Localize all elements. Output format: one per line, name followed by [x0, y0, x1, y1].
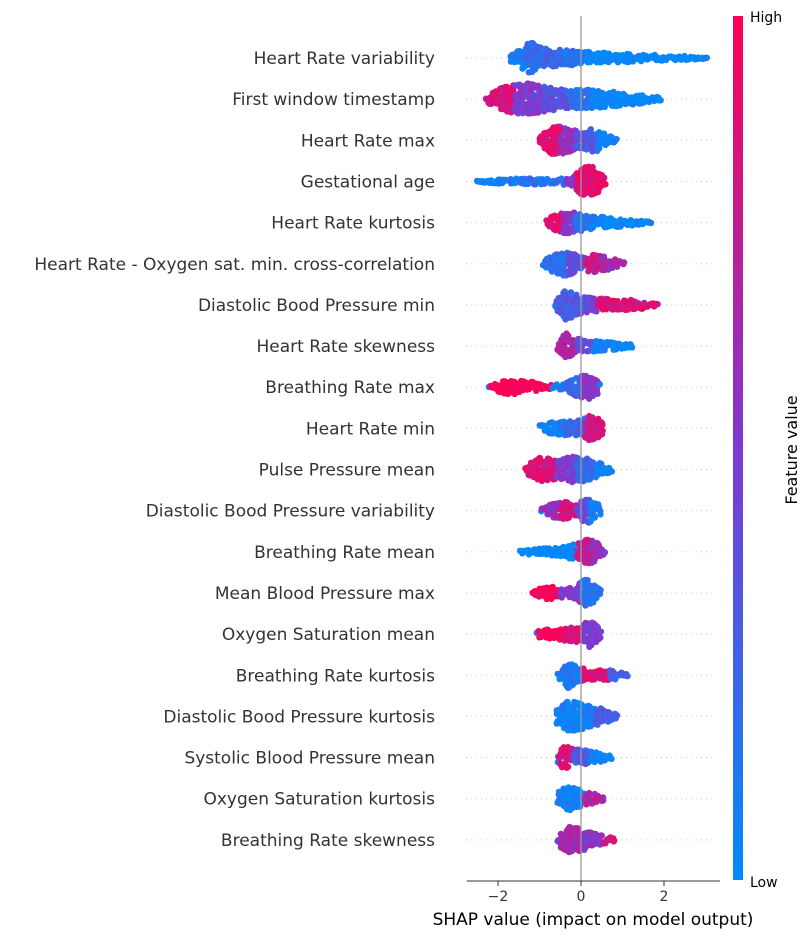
shap-point — [558, 175, 565, 182]
feature-label: Breathing Rate max — [265, 378, 435, 398]
shap-point — [596, 507, 604, 515]
feature-label: Heart Rate - Oxygen sat. min. cross-corr… — [34, 255, 435, 275]
shap-point — [599, 422, 606, 429]
shap-point — [597, 586, 604, 594]
shap-point — [587, 126, 594, 133]
colorbar-low-label: Low — [750, 875, 778, 891]
shap-point — [611, 837, 618, 844]
feature-label: Systolic Blood Pressure mean — [184, 749, 435, 769]
feature-label: Heart Rate max — [301, 131, 435, 151]
feature-label: Heart Rate skewness — [256, 337, 435, 357]
feature-label: Diastolic Bood Pressure kurtosis — [163, 707, 435, 727]
shap-point — [593, 308, 600, 315]
x-tick-label: 2 — [660, 889, 669, 905]
shap-point — [546, 456, 553, 463]
feature-label: Heart Rate kurtosis — [271, 214, 435, 234]
feature-label: Oxygen Saturation kurtosis — [203, 790, 435, 810]
shap-point — [703, 54, 710, 61]
shap-point — [647, 219, 655, 227]
shap-point — [628, 344, 636, 351]
shap-point — [601, 549, 609, 556]
feature-label: Heart Rate variability — [254, 49, 435, 69]
shap-point — [535, 109, 542, 116]
colorbar: High Low Feature value — [733, 10, 801, 891]
shap-point — [620, 259, 628, 266]
feature-label: First window timestamp — [232, 90, 435, 110]
feature-label: Pulse Pressure mean — [259, 461, 435, 481]
shap-point — [567, 290, 575, 297]
shap-point — [654, 301, 661, 308]
feature-label: Breathing Rate kurtosis — [236, 666, 435, 686]
shap-point — [624, 672, 631, 680]
feature-label: Diastolic Bood Pressure min — [198, 296, 435, 316]
shap-point — [613, 712, 621, 719]
shap-point — [564, 104, 572, 112]
x-axis-title: SHAP value (impact on model output) — [433, 910, 754, 930]
shap-point — [597, 628, 605, 635]
x-axis: −2 0 2 — [466, 880, 721, 905]
shap-point — [657, 97, 664, 104]
feature-label: Diastolic Bood Pressure variability — [146, 502, 435, 522]
shap-point — [564, 763, 572, 771]
shap-point — [598, 832, 605, 839]
shap-point — [591, 514, 599, 521]
shap-point — [608, 468, 615, 475]
shap-point — [613, 136, 620, 143]
shap-point — [597, 634, 604, 641]
shap-point — [521, 175, 528, 182]
shap-point — [596, 381, 603, 388]
feature-label: Mean Blood Pressure max — [215, 584, 435, 604]
colorbar-gradient — [733, 16, 743, 880]
colorbar-high-label: High — [750, 10, 782, 26]
colorbar-title: Feature value — [782, 395, 801, 504]
feature-label: Heart Rate min — [306, 419, 435, 439]
x-tick-label: 0 — [577, 889, 586, 905]
shap-point — [600, 797, 607, 804]
feature-rows: Heart Rate variability First window times… — [34, 49, 712, 851]
shap-point — [601, 174, 608, 181]
shap-point — [608, 755, 615, 762]
shap-point — [602, 181, 609, 188]
feature-label: Oxygen Saturation mean — [222, 625, 435, 645]
feature-label: Breathing Rate skewness — [221, 831, 435, 851]
x-tick-label: −2 — [488, 889, 509, 905]
shap-points — [473, 39, 710, 856]
shap-point — [599, 427, 606, 434]
feature-label: Breathing Rate mean — [254, 543, 435, 563]
feature-label: Gestational age — [301, 172, 435, 192]
shap-point — [596, 145, 603, 152]
